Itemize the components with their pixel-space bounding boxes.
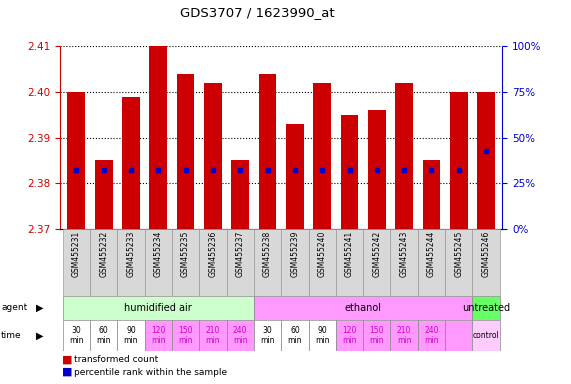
Bar [395, 83, 413, 229]
Text: humidified air: humidified air [124, 303, 192, 313]
Text: agent: agent [1, 303, 27, 313]
Bar [117, 320, 144, 351]
Text: 30
min: 30 min [260, 326, 275, 345]
Bar [418, 229, 445, 296]
Bar [391, 320, 418, 351]
Bar [199, 229, 227, 296]
Bar [254, 296, 472, 320]
Text: GSM455232: GSM455232 [99, 231, 108, 277]
Bar [254, 229, 282, 296]
Bar [63, 320, 90, 351]
Bar [227, 320, 254, 351]
Text: GSM455236: GSM455236 [208, 231, 218, 277]
Bar [368, 110, 385, 229]
Bar [391, 229, 418, 296]
Text: transformed count: transformed count [74, 355, 159, 364]
Text: GSM455238: GSM455238 [263, 231, 272, 277]
Bar [450, 92, 468, 229]
Bar [472, 296, 500, 320]
Text: 210
min: 210 min [206, 326, 220, 345]
Text: GSM455243: GSM455243 [400, 231, 409, 277]
Bar [282, 229, 308, 296]
Bar [122, 97, 140, 229]
Bar [313, 83, 331, 229]
Bar [363, 320, 391, 351]
Text: GSM455241: GSM455241 [345, 231, 354, 277]
Bar [418, 320, 445, 351]
Text: GSM455233: GSM455233 [127, 231, 135, 277]
Text: time: time [1, 331, 22, 340]
Text: GSM455237: GSM455237 [236, 231, 245, 277]
Text: 60
min: 60 min [96, 326, 111, 345]
Text: 210
min: 210 min [397, 326, 411, 345]
Text: 90
min: 90 min [315, 326, 329, 345]
Bar [286, 124, 304, 229]
Bar [117, 229, 144, 296]
Bar [172, 320, 199, 351]
Bar [472, 229, 500, 296]
Text: GSM455245: GSM455245 [455, 231, 463, 277]
Bar [95, 161, 112, 229]
Bar [282, 320, 308, 351]
Bar [472, 320, 500, 351]
Text: 150
min: 150 min [369, 326, 384, 345]
Text: GSM455234: GSM455234 [154, 231, 163, 277]
Bar [259, 74, 276, 229]
Text: GSM455235: GSM455235 [181, 231, 190, 277]
Text: GDS3707 / 1623990_at: GDS3707 / 1623990_at [180, 6, 334, 19]
Text: ■: ■ [62, 354, 72, 364]
Bar [308, 320, 336, 351]
Bar [63, 296, 254, 320]
Bar [308, 229, 336, 296]
Text: 120
min: 120 min [342, 326, 357, 345]
Text: 150
min: 150 min [178, 326, 193, 345]
Bar [336, 320, 363, 351]
Text: 240
min: 240 min [424, 326, 439, 345]
Text: ethanol: ethanol [345, 303, 381, 313]
Bar [445, 229, 472, 296]
Bar [477, 92, 495, 229]
Text: 90
min: 90 min [124, 326, 138, 345]
Bar [423, 161, 440, 229]
Text: percentile rank within the sample: percentile rank within the sample [74, 367, 227, 377]
Text: control: control [473, 331, 500, 340]
Text: 240
min: 240 min [233, 326, 247, 345]
Text: untreated: untreated [462, 303, 510, 313]
Text: ■: ■ [62, 367, 72, 377]
Text: ▶: ▶ [36, 303, 43, 313]
Bar [144, 320, 172, 351]
Bar [90, 320, 117, 351]
Bar [177, 74, 195, 229]
Text: GSM455231: GSM455231 [72, 231, 81, 277]
Bar [336, 229, 363, 296]
Bar [199, 320, 227, 351]
Bar [172, 229, 199, 296]
Text: 60
min: 60 min [288, 326, 302, 345]
Bar [144, 229, 172, 296]
Bar [63, 229, 90, 296]
Bar [150, 46, 167, 229]
Text: GSM455239: GSM455239 [291, 231, 299, 277]
Bar [204, 83, 222, 229]
Bar [90, 229, 117, 296]
Text: 30
min: 30 min [69, 326, 83, 345]
Text: GSM455242: GSM455242 [372, 231, 381, 277]
Bar [445, 320, 472, 351]
Text: 120
min: 120 min [151, 326, 166, 345]
Bar [67, 92, 85, 229]
Bar [254, 320, 282, 351]
Text: GSM455240: GSM455240 [317, 231, 327, 277]
Text: ▶: ▶ [36, 331, 43, 341]
Text: GSM455244: GSM455244 [427, 231, 436, 277]
Bar [231, 161, 249, 229]
Bar [341, 115, 359, 229]
Text: GSM455246: GSM455246 [481, 231, 490, 277]
Bar [227, 229, 254, 296]
Bar [363, 229, 391, 296]
